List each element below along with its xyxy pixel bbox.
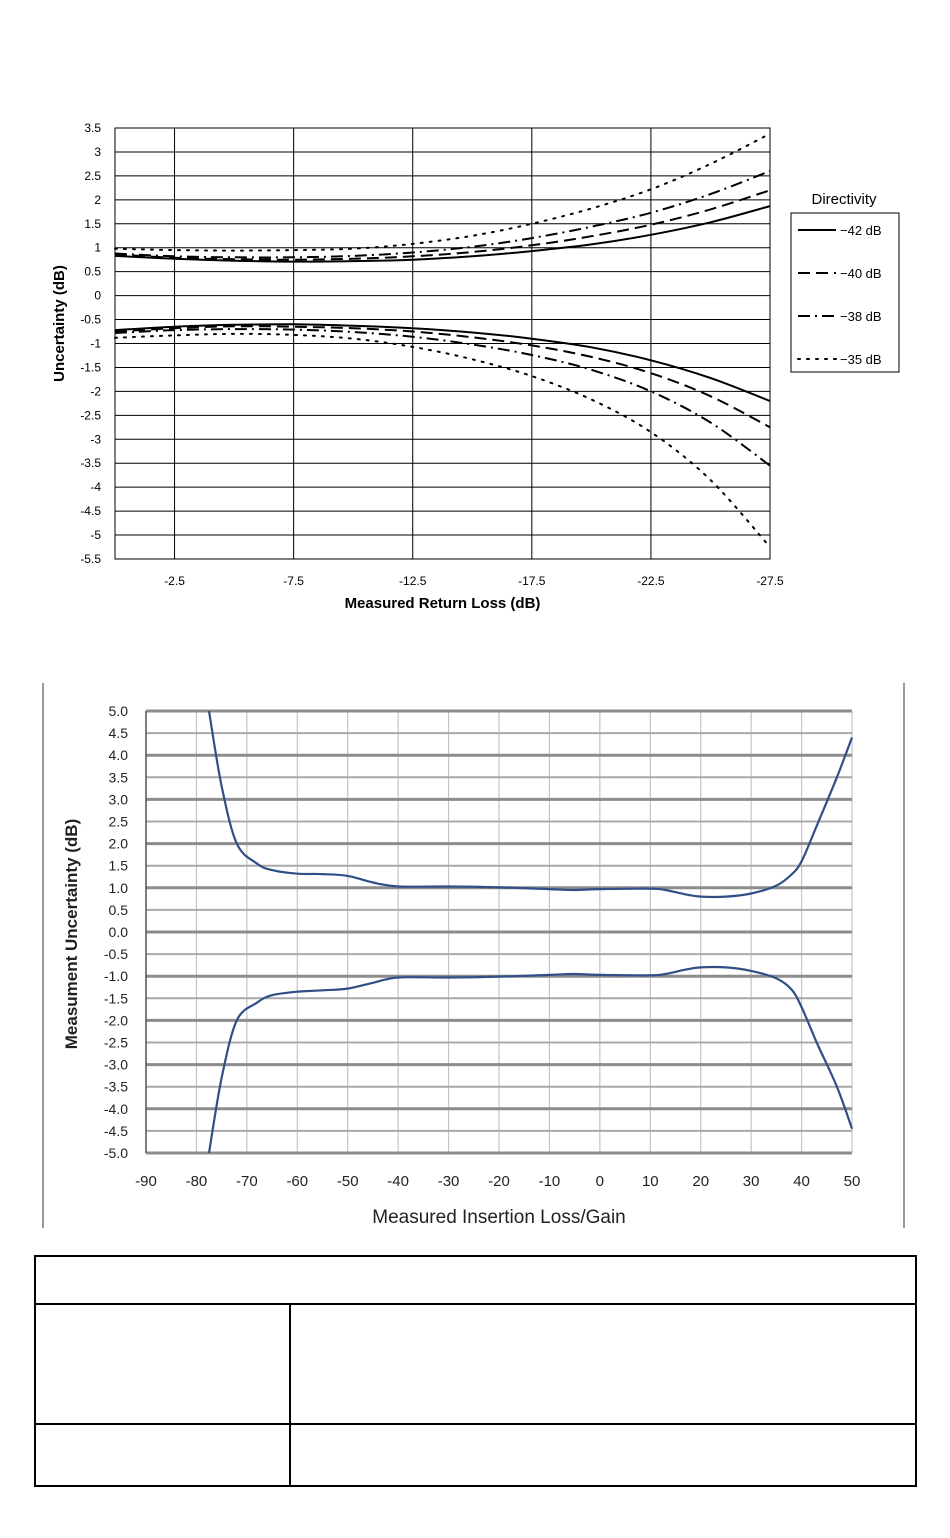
- y-tick-label: -1: [90, 337, 101, 351]
- y-tick-label: 3.5: [109, 769, 129, 785]
- y-tick-label: -4.5: [80, 504, 101, 518]
- table-cell: [34, 1423, 291, 1487]
- return-loss-uncertainty-chart: 3.5 3 2.5 2 1.5 1 0.5 0 -0.5 -1 -1.5 -2 -2.5 -3 -3.5 -4…: [51, 121, 900, 612]
- y-tick-label: 5.0: [109, 703, 129, 719]
- table-row: [34, 1423, 917, 1487]
- legend-box: [790, 212, 900, 373]
- series-line-lower-3: [114, 332, 771, 548]
- y-tick-label: -4.5: [104, 1123, 128, 1139]
- x-axis-title: Measured Insertion Loss/Gain: [372, 1207, 625, 1228]
- y-tick-label: 0.0: [109, 924, 129, 940]
- y-tick-label: -5.5: [80, 552, 101, 566]
- x-tick-label: 30: [743, 1173, 760, 1190]
- y-tick-label: -3.5: [80, 456, 101, 470]
- x-tick-label: 0: [596, 1173, 604, 1190]
- y-tick-label: -4: [90, 480, 101, 494]
- x-tick-label: -12.5: [399, 574, 427, 588]
- x-tick-label: 20: [692, 1173, 709, 1190]
- x-tick-label: -22.5: [637, 574, 665, 588]
- y-tick-label: 1: [94, 241, 101, 255]
- y-tick-label: -3: [90, 432, 101, 446]
- y-tick-label: -0.5: [104, 946, 128, 962]
- x-tick-label: -50: [337, 1173, 359, 1190]
- y-tick-label: -1.0: [104, 968, 128, 984]
- series-line-lower-1: [114, 325, 771, 429]
- y-tick-label: 3.5: [84, 121, 101, 135]
- y-tick-label: 3: [94, 145, 101, 159]
- x-tick-label: -70: [236, 1173, 258, 1190]
- y-tick-label: 0.5: [109, 902, 129, 918]
- table-cell: [34, 1303, 291, 1425]
- table-cell: [289, 1423, 917, 1487]
- legend-label: −35 dB: [840, 352, 882, 367]
- table-cell: [289, 1303, 917, 1425]
- y-tick-label: 4.5: [109, 725, 129, 741]
- table-row: [34, 1303, 917, 1425]
- x-tick-label: -17.5: [518, 574, 546, 588]
- series-line-upper-3: [114, 132, 771, 252]
- x-tick-label: -60: [286, 1173, 308, 1190]
- uncertainty-curve-lower: [207, 965, 854, 1154]
- y-tick-label: 0: [94, 289, 101, 303]
- spec-table: [34, 1255, 917, 1487]
- y-tick-label: 0.5: [84, 265, 101, 279]
- y-tick-label: 1.5: [84, 217, 101, 231]
- x-tick-label: -27.5: [756, 574, 784, 588]
- y-tick-label: 2.5: [84, 169, 101, 183]
- legend-title: Directivity: [811, 191, 877, 208]
- x-tick-label: -40: [387, 1173, 409, 1190]
- y-tick-label: -3.5: [104, 1079, 128, 1095]
- y-tick-label: 2.0: [109, 836, 129, 852]
- y-axis-title: Uncertainty (dB): [51, 265, 68, 382]
- y-tick-label: -2.5: [104, 1035, 128, 1051]
- y-tick-label: 4.0: [109, 747, 129, 763]
- x-axis-title: Measured Return Loss (dB): [345, 595, 541, 612]
- x-tick-label: 10: [642, 1173, 659, 1190]
- y-axis-title: Measument Uncertainty (dB): [62, 819, 81, 1049]
- series-line-lower-2: [114, 328, 771, 467]
- x-tick-label: 40: [793, 1173, 810, 1190]
- y-tick-label: 1.5: [109, 858, 129, 874]
- series-line-lower-0: [114, 323, 771, 402]
- plot-area-border: [114, 127, 771, 560]
- chart2-frame-right: [903, 683, 905, 1228]
- table-header-cell: [34, 1255, 917, 1305]
- x-tick-label: -90: [135, 1173, 157, 1190]
- y-tick-label: 2.5: [109, 814, 129, 830]
- x-tick-label: -10: [539, 1173, 561, 1190]
- x-tick-label: 50: [844, 1173, 861, 1190]
- series-line-upper-2: [114, 170, 771, 259]
- chart2-frame-left: [42, 683, 44, 1228]
- y-tick-label: -4.0: [104, 1101, 128, 1117]
- y-tick-label: -3.0: [104, 1057, 128, 1073]
- x-tick-label: -7.5: [283, 574, 304, 588]
- x-tick-label: -80: [186, 1173, 208, 1190]
- y-tick-label: -1.5: [80, 360, 101, 374]
- x-tick-label: -20: [488, 1173, 510, 1190]
- legend-label: −40 dB: [840, 266, 882, 281]
- y-tick-label: -2: [90, 384, 101, 398]
- series-line-upper-0: [114, 205, 771, 263]
- legend-label: −38 dB: [840, 309, 882, 324]
- y-tick-label: -1.5: [104, 990, 128, 1006]
- insertion-loss-uncertainty-chart: -90 -80 -70 -60 -50 -40 -30 -20 -10 0 10 20 30 40 50 5.…: [62, 703, 861, 1228]
- y-tick-label: 3.0: [109, 791, 129, 807]
- y-tick-label: 1.0: [109, 880, 129, 896]
- x-tick-label: -2.5: [164, 574, 185, 588]
- y-tick-label: -0.5: [80, 313, 101, 327]
- y-tick-label: -2.5: [80, 408, 101, 422]
- uncertainty-curve-upper: [207, 710, 854, 899]
- x-tick-label: -30: [438, 1173, 460, 1190]
- y-tick-label: -2.0: [104, 1012, 128, 1028]
- y-tick-label: -5: [90, 528, 101, 542]
- y-tick-label: 2: [94, 193, 101, 207]
- y-tick-label: -5.0: [104, 1145, 128, 1161]
- legend-label: −42 dB: [840, 223, 882, 238]
- table-header-row: [34, 1255, 917, 1305]
- series-line-upper-1: [114, 189, 771, 261]
